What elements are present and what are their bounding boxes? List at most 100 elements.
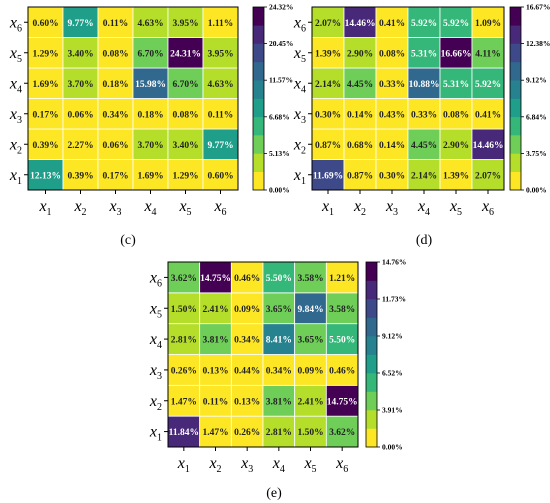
- colorbar-segment: [253, 80, 264, 99]
- cell-value-label: 14.75%: [200, 274, 231, 284]
- heatmap-cell: [167, 98, 204, 130]
- cell-value-label: 0.41%: [475, 110, 501, 120]
- cell-value-label: 1.47%: [202, 428, 228, 438]
- colorbar-tick-label: 20.45%: [269, 39, 293, 48]
- cell-value-label: 0.13%: [202, 366, 228, 376]
- cell-value-label: 0.06%: [67, 110, 93, 120]
- col-tick-label: x4: [272, 455, 285, 475]
- cell-value-label: 12.13%: [30, 171, 61, 181]
- col-tick-label: x5: [449, 198, 462, 218]
- cell-value-label: 0.18%: [137, 110, 163, 120]
- cell-value-label: 16.66%: [441, 49, 472, 59]
- cell-value-label: 0.68%: [347, 141, 373, 151]
- heatmap-cell: [199, 261, 232, 294]
- cell-value-label: 15.98%: [135, 80, 166, 90]
- cell-value-label: 0.26%: [171, 366, 197, 376]
- colorbar-segment: [366, 373, 377, 392]
- colorbar-tick-label: 24.32%: [269, 3, 293, 12]
- colorbar-frame: [365, 261, 378, 448]
- cell-value-label: 0.18%: [102, 80, 128, 90]
- cell-value-label: 5.31%: [443, 80, 469, 90]
- colorbar-frame: [252, 6, 265, 191]
- cell-value-label: 11.69%: [313, 171, 343, 181]
- cell-value-label: 0.17%: [32, 110, 58, 120]
- heatmap-cell: [230, 292, 264, 325]
- cell-value-label: 9.77%: [207, 141, 233, 151]
- col-tick-label: x4: [143, 198, 156, 218]
- cell-value-label: 3.65%: [297, 336, 323, 346]
- cell-value-label: 0.46%: [329, 366, 355, 376]
- cell-value-label: 0.87%: [347, 171, 373, 181]
- colorbar-segment: [366, 280, 377, 300]
- cell-value-label: 3.40%: [67, 49, 93, 59]
- colorbar-segment: [253, 61, 264, 81]
- cell-value-label: 0.33%: [379, 80, 405, 90]
- heatmap-cell: [202, 98, 239, 130]
- colorbar-segment: [253, 153, 264, 172]
- cell-value-label: 6.70%: [172, 80, 198, 90]
- colorbar-tick-label: 3.75%: [526, 149, 547, 158]
- heatmap-cell: [343, 6, 377, 38]
- cell-value-label: 0.17%: [102, 171, 128, 181]
- cell-value-label: 5.92%: [475, 80, 501, 90]
- col-tick-label: x1: [177, 455, 190, 475]
- heatmap-panel-e: 11.84% 1.47% 0.26% 2.81% 1.50% 3.62%1.47% 0.11…: [149, 258, 406, 476]
- heatmap-cell: [294, 354, 327, 386]
- cell-value-label: 3.81%: [202, 336, 228, 346]
- row-tick-label: x5: [149, 300, 162, 320]
- heatmap-cell: [311, 67, 345, 99]
- heatmap-cell: [132, 6, 169, 38]
- cell-value-label: 0.11%: [203, 397, 229, 407]
- cell-value-label: 2.41%: [297, 397, 323, 407]
- colorbar-segment: [253, 116, 264, 136]
- cell-value-label: 0.44%: [234, 366, 260, 376]
- row-tick-label: x1: [9, 167, 22, 187]
- row-tick-label: x2: [9, 136, 22, 156]
- heatmap-cell: [407, 128, 441, 160]
- heatmap-cell: [167, 384, 201, 417]
- colorbar-tick-label: 6.84%: [526, 112, 547, 121]
- cell-value-label: 0.14%: [347, 110, 373, 120]
- heatmap-cell: [199, 354, 232, 386]
- colorbar-segment: [510, 135, 521, 154]
- col-tick-label: x6: [481, 198, 494, 218]
- heatmap-panel-c: 12.13% 0.39% 0.17% 1.69% 1.29% 0.60% 0.39% 2.27…: [9, 3, 293, 219]
- cell-value-label: 11.84%: [169, 428, 199, 438]
- colorbar-tick-label: 3.91%: [382, 406, 403, 415]
- col-tick-label: x3: [385, 198, 398, 218]
- colorbar-segment: [510, 7, 521, 26]
- cell-value-label: 2.81%: [171, 336, 197, 346]
- col-tick-label: x2: [73, 198, 86, 218]
- heatmap-cell: [167, 415, 201, 448]
- heatmap-cell: [132, 98, 169, 130]
- heatmap-cell: [262, 415, 296, 448]
- heatmap-cell: [325, 323, 359, 355]
- cell-value-label: 1.29%: [172, 171, 198, 181]
- heatmap-cell: [27, 67, 64, 99]
- colorbar-segment: [510, 98, 521, 118]
- cell-value-label: 0.09%: [234, 305, 260, 315]
- colorbar-tick-label: 11.57%: [269, 76, 293, 85]
- row-tick-label: x6: [149, 269, 162, 289]
- row-tick-label: x2: [149, 393, 162, 413]
- colorbar-tick-label: 5.13%: [269, 149, 290, 158]
- cell-value-label: 0.39%: [67, 171, 93, 181]
- colorbar-segment: [366, 336, 377, 355]
- cell-value-label: 0.43%: [379, 110, 405, 120]
- cell-value-label: 1.39%: [443, 171, 469, 181]
- heatmap-cell: [132, 37, 169, 69]
- colorbar-segment: [510, 80, 521, 99]
- cell-value-label: 2.90%: [347, 49, 373, 59]
- panel-label-e: (e): [266, 486, 282, 501]
- colorbar-segment: [510, 61, 521, 81]
- heatmap-panel-d: 11.69% 0.87% 0.30% 2.14% 1.39% 2.07% 0.87% 0.68…: [293, 3, 550, 219]
- heatmap-cell: [199, 384, 232, 417]
- cell-value-label: 0.60%: [32, 19, 58, 29]
- cell-value-label: 3.95%: [172, 19, 198, 29]
- heatmap-cell: [439, 67, 473, 99]
- cell-value-label: 0.30%: [315, 110, 341, 120]
- heatmap-cell: [343, 128, 377, 160]
- cell-value-label: 0.39%: [32, 141, 58, 151]
- cell-value-label: 5.31%: [411, 49, 437, 59]
- row-tick-label: x6: [293, 14, 306, 34]
